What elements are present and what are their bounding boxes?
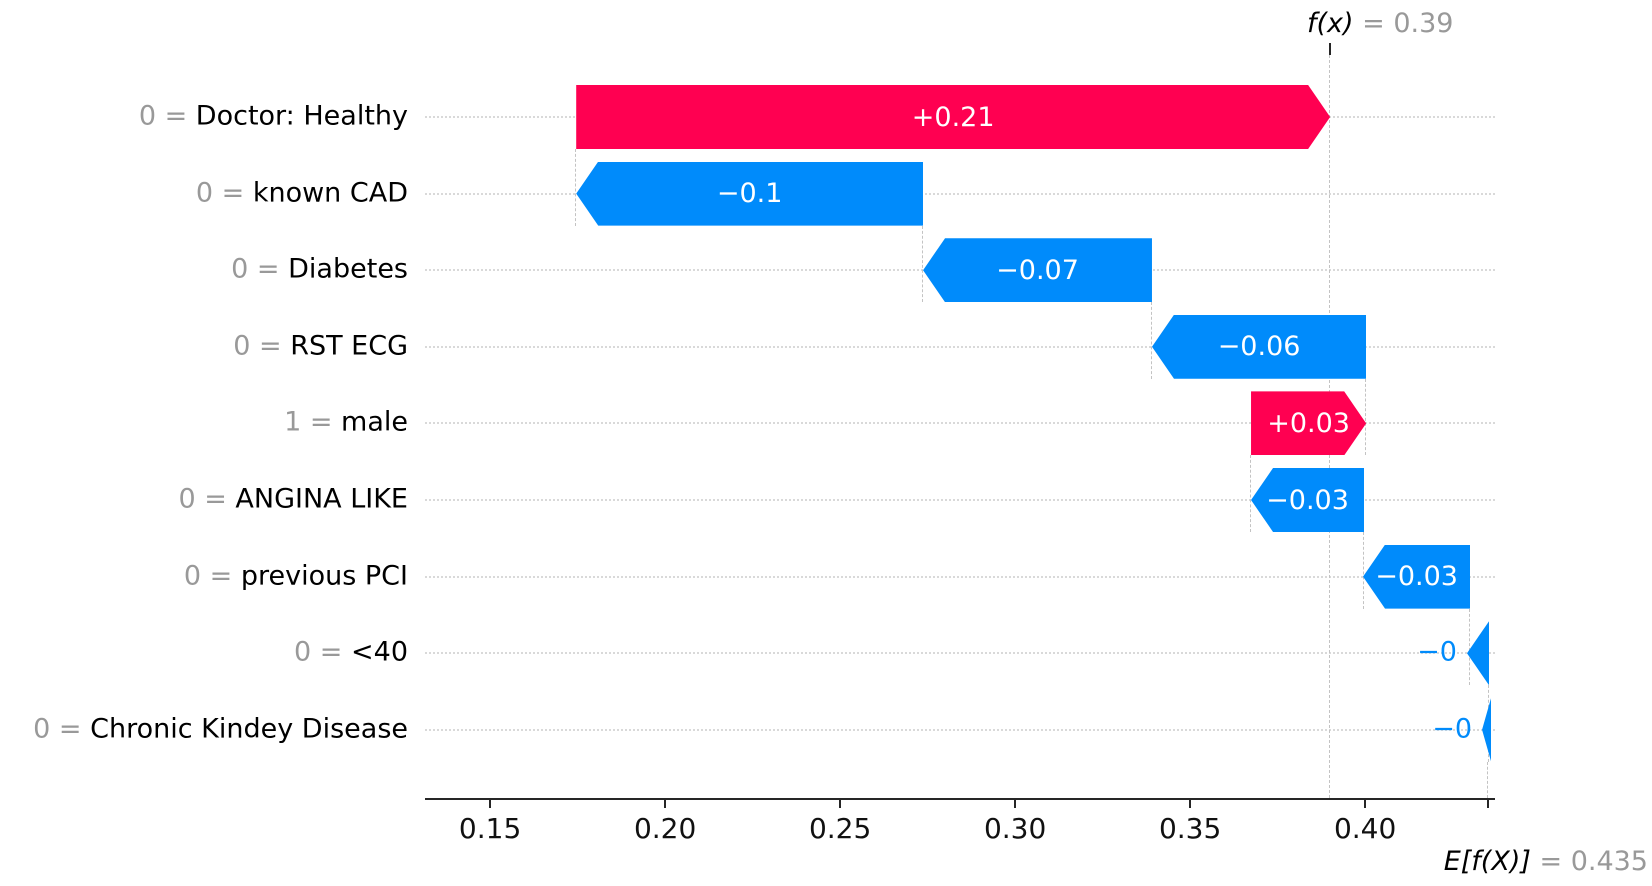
bar-value-label: −0 bbox=[1417, 636, 1457, 668]
feature-value: 0 = bbox=[195, 176, 253, 208]
bar-value-label: +0.21 bbox=[911, 101, 995, 133]
feature-value: 0 = bbox=[233, 330, 291, 362]
x-tick-label: 0.25 bbox=[808, 812, 872, 845]
fx-annotation: f(x) = 0.39 bbox=[1307, 8, 1453, 39]
gridline bbox=[425, 652, 1495, 655]
expected-value-text: = 0.435 bbox=[1530, 846, 1648, 877]
connector-line bbox=[1365, 378, 1367, 456]
fx-value: = 0.39 bbox=[1353, 8, 1454, 39]
feature-name: known CAD bbox=[252, 176, 408, 208]
feature-label: 0 = Diabetes bbox=[231, 253, 408, 284]
feature-value: 0 = bbox=[294, 636, 352, 668]
connector-line bbox=[575, 149, 577, 226]
feature-name: RST ECG bbox=[290, 330, 408, 362]
connector-line bbox=[1150, 302, 1152, 379]
feature-name: male bbox=[341, 406, 408, 438]
x-tick-label: 0.35 bbox=[1158, 812, 1222, 845]
x-tick bbox=[1189, 798, 1192, 808]
feature-label: 0 = ANGINA LIKE bbox=[178, 483, 408, 514]
gridline bbox=[425, 422, 1495, 425]
fx-top-tick bbox=[1329, 43, 1332, 55]
feature-label: 0 = known CAD bbox=[196, 177, 408, 208]
x-tick bbox=[1364, 798, 1367, 808]
bar-value-label: −0.07 bbox=[996, 254, 1079, 286]
bar-value-label: −0.03 bbox=[1266, 484, 1349, 516]
feature-name: Doctor: Healthy bbox=[195, 100, 408, 132]
connector-line bbox=[1250, 455, 1252, 532]
feature-label: 0 = previous PCI bbox=[184, 560, 408, 591]
feature-name: ANGINA LIKE bbox=[235, 483, 408, 515]
bar-value-label: −0.03 bbox=[1375, 561, 1458, 593]
x-tick-label: 0.30 bbox=[983, 812, 1047, 845]
feature-label: 0 = RST ECG bbox=[233, 330, 408, 361]
expected-value-symbol: E[f(X)] bbox=[1443, 846, 1531, 877]
feature-label: 1 = male bbox=[284, 407, 408, 438]
x-axis-line bbox=[425, 798, 1495, 800]
expected-value-annotation: E[f(X)] = 0.435 bbox=[1444, 846, 1648, 877]
connector-line bbox=[1469, 608, 1471, 686]
feature-value: 0 = bbox=[183, 559, 241, 591]
feature-label: 0 = Chronic Kindey Disease bbox=[33, 713, 408, 744]
feature-name: Diabetes bbox=[288, 253, 408, 285]
connector-line bbox=[1363, 532, 1365, 609]
gridline bbox=[425, 499, 1495, 501]
expected-value-tick bbox=[1486, 798, 1489, 808]
shap-bar: −0.06 bbox=[1151, 314, 1367, 379]
x-tick-label: 0.20 bbox=[633, 812, 697, 845]
bar-value-label: −0.1 bbox=[716, 178, 783, 210]
feature-value: 0 = bbox=[33, 713, 91, 745]
x-tick bbox=[1014, 798, 1017, 808]
bar-value-label: −0 bbox=[1432, 713, 1473, 745]
shap-bar: −0.03 bbox=[1363, 544, 1471, 609]
shap-bar: +0.21 bbox=[576, 85, 1331, 149]
fx-symbol: f(x) bbox=[1307, 8, 1354, 39]
shap-bar bbox=[1466, 621, 1490, 686]
bar-value-label: −0.06 bbox=[1217, 331, 1301, 363]
shap-bar: −0.03 bbox=[1251, 468, 1365, 532]
shap-bar: −0.07 bbox=[923, 238, 1152, 303]
shap-bar: −0.1 bbox=[576, 161, 924, 226]
gridline bbox=[425, 345, 1495, 348]
feature-name: <40 bbox=[351, 636, 408, 668]
feature-value: 0 = bbox=[178, 483, 236, 515]
gridline bbox=[425, 192, 1495, 195]
gridline bbox=[425, 728, 1495, 731]
feature-name: previous PCI bbox=[240, 559, 408, 591]
gridline bbox=[425, 575, 1495, 578]
x-tick-label: 0.40 bbox=[1333, 812, 1397, 845]
feature-name: Chronic Kindey Disease bbox=[90, 713, 408, 745]
bar-value-label: +0.03 bbox=[1267, 407, 1350, 439]
shap-bar bbox=[1482, 697, 1492, 762]
shap-bar: +0.03 bbox=[1251, 391, 1367, 456]
x-tick bbox=[489, 798, 492, 808]
feature-value: 0 = bbox=[138, 100, 196, 132]
x-tick bbox=[839, 798, 842, 808]
x-tick bbox=[664, 798, 667, 808]
feature-label: 0 = <40 bbox=[294, 636, 408, 667]
feature-value: 0 = bbox=[231, 253, 289, 285]
feature-label: 0 = Doctor: Healthy bbox=[139, 100, 408, 131]
connector-line bbox=[922, 225, 924, 303]
expected-value-line bbox=[1486, 761, 1488, 798]
x-tick-label: 0.15 bbox=[458, 812, 522, 845]
feature-value: 1 = bbox=[284, 406, 342, 438]
